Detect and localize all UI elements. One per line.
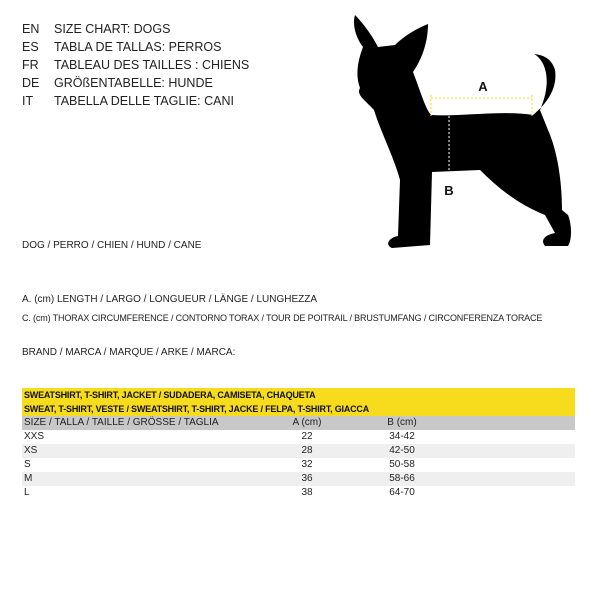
table-row: S 32 50-58 <box>22 458 575 472</box>
cell-a: 36 <box>247 472 367 486</box>
cell-spacer <box>437 430 575 444</box>
lang-code: FR <box>22 58 39 72</box>
lang-code: IT <box>22 94 34 108</box>
table-row: XXS 22 34-42 <box>22 430 575 444</box>
title-fr: FR TABLEAU DES TAILLES : CHIENS <box>22 56 249 74</box>
title-it: IT TABELLA DELLE TAGLIE: CANI <box>22 92 249 110</box>
table-title-2: SWEAT, T-SHIRT, VESTE / SWEATSHIRT, T-SH… <box>22 402 575 416</box>
lang-title: GRÖßENTABELLE: HUNDE <box>54 76 213 90</box>
lang-title: SIZE CHART: DOGS <box>54 22 171 36</box>
table-title-1: SWEATSHIRT, T-SHIRT, JACKET / SUDADERA, … <box>22 388 575 402</box>
header-b: B (cm) <box>367 416 437 430</box>
table-title-row: SWEAT, T-SHIRT, VESTE / SWEATSHIRT, T-SH… <box>22 402 575 416</box>
dog-silhouette <box>353 15 571 248</box>
table-title-row: SWEATSHIRT, T-SHIRT, JACKET / SUDADERA, … <box>22 388 575 402</box>
table-row: XS 28 42-50 <box>22 444 575 458</box>
language-titles: EN SIZE CHART: DOGS ES TABLA DE TALLAS: PE… <box>22 20 249 110</box>
cell-a: 28 <box>247 444 367 458</box>
cell-size: S <box>24 459 31 470</box>
cell-b: 58-66 <box>367 472 437 486</box>
measure-a-line <box>430 95 533 116</box>
dog-label: DOG / PERRO / CHIEN / HUND / CANE <box>22 240 202 251</box>
cell-b: 42-50 <box>367 444 437 458</box>
lang-code: ES <box>22 40 39 54</box>
cell-a: 38 <box>301 487 313 498</box>
lang-code: DE <box>22 76 40 90</box>
lang-title: TABLEAU DES TAILLES : CHIENS <box>54 58 250 72</box>
cell-size: M <box>22 472 247 486</box>
cell-b: 64-70 <box>389 487 415 498</box>
size-table: SWEATSHIRT, T-SHIRT, JACKET / SUDADERA, … <box>22 388 575 500</box>
dog-measurement-diagram: A B <box>353 15 571 248</box>
header-a: A (cm) <box>247 416 367 430</box>
header-size: SIZE / TALLA / TAILLE / GRÖSSE / TAGLIA <box>22 416 247 430</box>
cell-spacer <box>437 458 575 472</box>
cell-a: 22 <box>301 431 313 442</box>
cell-spacer <box>437 486 575 500</box>
cell-a: 32 <box>301 459 313 470</box>
cell-spacer <box>437 444 575 458</box>
cell-size: XS <box>22 444 247 458</box>
table-header-row: SIZE / TALLA / TAILLE / GRÖSSE / TAGLIA … <box>22 416 575 430</box>
header-spacer <box>437 416 575 430</box>
measure-b-description: C. (cm) THORAX CIRCUMFERENCE / CONTORNO … <box>22 313 543 323</box>
cell-size: L <box>24 487 30 498</box>
cell-b: 34-42 <box>389 431 415 442</box>
measure-a-description: A. (cm) LENGTH / LARGO / LONGUEUR / LÄNG… <box>22 294 318 305</box>
table-row: M 36 58-66 <box>22 472 575 486</box>
lang-title: TABELLA DELLE TAGLIE: CANI <box>54 94 234 108</box>
cell-size: XXS <box>24 431 45 442</box>
lang-code: EN <box>22 22 40 36</box>
table-row: L 38 64-70 <box>22 486 575 500</box>
title-de: DE GRÖßENTABELLE: HUNDE <box>22 74 249 92</box>
label-a: A <box>478 79 488 94</box>
brand-label: BRAND / MARCA / MARQUE / ARKE / MARCA: <box>22 347 236 358</box>
lang-title: TABLA DE TALLAS: PERROS <box>54 40 222 54</box>
cell-spacer <box>437 472 575 486</box>
title-en: EN SIZE CHART: DOGS <box>22 20 249 38</box>
cell-b: 50-58 <box>389 459 415 470</box>
title-es: ES TABLA DE TALLAS: PERROS <box>22 38 249 56</box>
label-b: B <box>444 183 453 198</box>
